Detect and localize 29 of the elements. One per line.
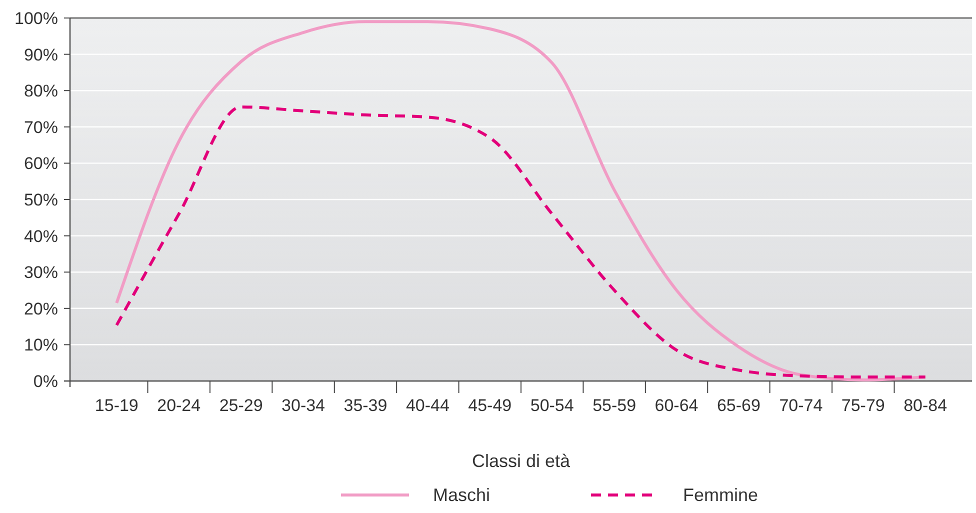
y-tick-label: 20% [24,299,58,318]
x-tick-label: 75-79 [841,396,885,415]
y-tick-label: 100% [14,8,58,28]
x-tick-label: 45-49 [468,396,512,415]
x-tick-label: 80-84 [904,396,948,415]
x-tick-label: 40-44 [406,396,450,415]
y-tick-label: 40% [24,226,58,246]
legend-label: Femmine [683,485,758,505]
x-axis-title: Classi di età [472,451,572,471]
x-tick-label: 30-34 [282,396,326,415]
x-tick-label: 25-29 [219,396,263,415]
y-tick-label: 60% [24,154,58,174]
y-tick-label: 10% [24,336,58,355]
x-tick-label: 60-64 [654,396,698,415]
x-tick-label: 50-54 [530,396,574,415]
x-tick-label: 55-59 [592,396,636,415]
y-tick-label: 70% [24,118,58,137]
y-tick-label: 0% [33,372,58,391]
legend-label: Maschi [433,485,490,505]
y-tick-label: 80% [24,82,58,101]
x-tick-label: 70-74 [779,396,823,415]
x-tick-label: 65-69 [716,396,760,415]
y-tick-label: 50% [24,190,58,210]
x-tick-label: 35-39 [344,396,388,415]
y-tick-label: 30% [24,263,58,282]
x-tick-label: 15-19 [94,396,138,415]
y-tick-label: 90% [24,45,58,64]
x-tick-label: 20-24 [157,396,201,415]
line-series [115,105,927,379]
